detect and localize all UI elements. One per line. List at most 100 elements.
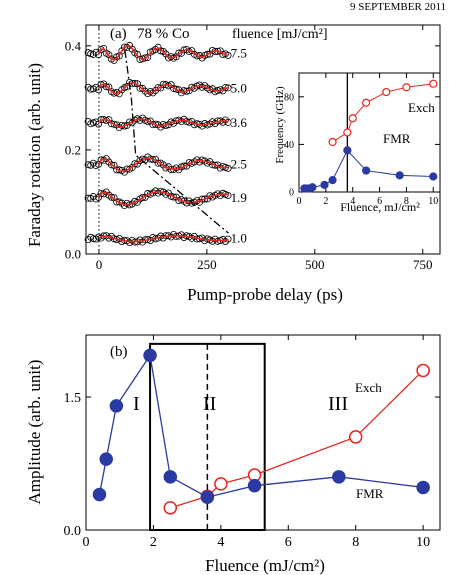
panel-a-ytick-label: 0.0 — [65, 247, 81, 262]
data-point — [95, 193, 103, 201]
inset-data-point — [382, 87, 391, 97]
inset-data-point — [343, 128, 352, 137]
data-point — [120, 202, 128, 210]
inset-data-point — [395, 171, 404, 180]
inset-xlabel: Fluence, mJ/cm² — [340, 200, 420, 214]
data-point — [224, 191, 232, 199]
fit-line — [98, 234, 229, 243]
data-point — [89, 193, 97, 201]
data-point — [107, 120, 115, 128]
inset-legend-exch: Exch — [408, 100, 435, 115]
data-point — [107, 193, 115, 201]
data-point — [224, 235, 232, 243]
panel-b-ytick-label: 0.0 — [64, 524, 82, 539]
data-point — [84, 194, 92, 202]
data-point — [128, 164, 136, 172]
data-point — [201, 195, 209, 203]
trace-fluence-label: 1.9 — [231, 190, 247, 205]
data-point — [180, 115, 188, 123]
data-point — [141, 54, 149, 62]
trace-fluence-label: 1.0 — [231, 230, 247, 245]
fit-line — [98, 45, 229, 61]
data-point — [224, 118, 232, 126]
data-point — [102, 83, 110, 91]
panel-b-ticks: 0 2 4 6 8 10 0.0 1.5 — [64, 335, 440, 550]
inset-frame — [298, 72, 441, 193]
data-point — [170, 193, 178, 201]
panel-a-ticks: 0 250 500 750 0.0 0.2 0.4 — [65, 25, 440, 272]
data-point — [128, 45, 136, 53]
data-point — [224, 164, 232, 172]
peak-trend-line — [124, 49, 229, 234]
data-point — [152, 187, 160, 195]
data-point — [141, 87, 149, 95]
panel-b-xlabel: Fluence (mJ/cm²) — [205, 556, 325, 575]
data-point — [211, 235, 219, 243]
data-point — [89, 159, 97, 167]
data-point — [172, 85, 180, 93]
data-point — [131, 160, 139, 168]
panel-b-xtick-label: 8 — [352, 535, 359, 550]
panel-b-frame — [85, 334, 441, 531]
panel-b-xtick-label: 4 — [217, 535, 224, 550]
panel-b-series — [92, 342, 430, 532]
data-point — [136, 84, 144, 92]
panel-a-traces: 7.5 5.0 3.6 2.5 1.9 1.0 — [84, 25, 248, 254]
inset-data-point — [362, 166, 371, 175]
inset-xtick-label: 4 — [350, 196, 355, 207]
panel-a-xlabel: Pump-probe delay (ps) — [187, 285, 343, 304]
data-point — [185, 197, 193, 205]
inset-xtick-label: 10 — [428, 196, 438, 207]
data-point — [126, 41, 134, 49]
data-point — [149, 156, 157, 164]
panel-a-xtick-label: 250 — [197, 257, 217, 272]
panel-b-xtick-label: 0 — [83, 535, 90, 550]
inset-data-point — [320, 180, 329, 189]
data-point — [221, 116, 229, 124]
inset-data-point — [308, 183, 317, 192]
data-point — [126, 239, 134, 247]
fit-line — [98, 81, 229, 95]
panel-b-data-point — [416, 480, 430, 495]
inset-ylabel: Frequency (GHz) — [274, 86, 286, 164]
data-point — [221, 238, 229, 246]
trace-fluence-label: 2.5 — [231, 156, 247, 171]
data-point — [89, 235, 97, 243]
data-point — [211, 161, 219, 169]
panel-b-data-point — [109, 399, 124, 413]
inset-xtick-label: 6 — [377, 196, 382, 207]
panel-b-legend-exch: Exch — [355, 380, 382, 395]
trace-fluence-label: 3.6 — [231, 115, 248, 130]
data-point — [221, 83, 229, 91]
inset-ytick-label: 40 — [284, 140, 294, 151]
panel-a-xtick-label: 500 — [305, 257, 325, 272]
region-label-i: I — [133, 393, 140, 415]
data-point — [159, 47, 167, 55]
data-point — [157, 47, 165, 55]
panel-b-legend-fmr: FMR — [356, 486, 384, 501]
region-label-iii: III — [328, 393, 348, 415]
data-point — [115, 124, 123, 132]
inset-ytick-label: 80 — [284, 92, 294, 103]
panel-b-data-point — [143, 348, 157, 363]
data-point — [208, 237, 216, 245]
panel-a-inset: 0 2 4 6 8 10 0 40 80 Fluence, mJ/cm² Frequency (… — [274, 72, 441, 214]
data-point — [84, 161, 92, 169]
inset-data-point — [328, 137, 337, 147]
panel-b-data-point — [348, 430, 363, 444]
data-point — [110, 120, 118, 128]
data-point — [157, 123, 165, 131]
data-point — [110, 56, 118, 64]
panel-b-data-point — [163, 501, 178, 515]
panel-b-letter: (b) — [110, 344, 128, 360]
panel-b: 0 2 4 6 8 10 0.0 1.5 (b) I II III Exch FMR Flue… — [25, 334, 441, 575]
data-point — [87, 85, 95, 93]
data-point — [84, 236, 92, 244]
inset-data-point — [402, 83, 411, 92]
data-point — [203, 50, 211, 58]
panel-a-xtick-label: 750 — [413, 257, 433, 272]
data-point — [139, 193, 147, 201]
data-point — [170, 84, 178, 92]
data-point — [216, 192, 224, 200]
header-fragment: 9 SEPTEMBER 2011 — [350, 1, 446, 13]
